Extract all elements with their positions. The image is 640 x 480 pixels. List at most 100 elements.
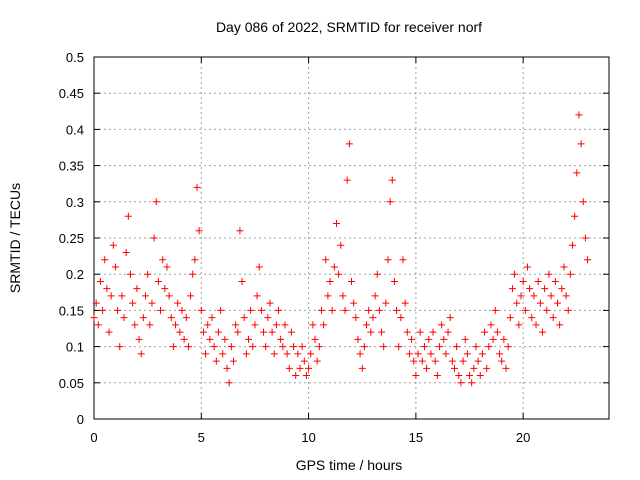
data-point xyxy=(569,241,577,249)
data-point xyxy=(461,335,469,343)
data-point xyxy=(532,321,540,329)
data-point xyxy=(238,277,246,285)
data-point xyxy=(326,277,334,285)
data-point xyxy=(350,299,358,307)
data-point xyxy=(534,277,542,285)
data-point xyxy=(556,321,564,329)
data-point xyxy=(315,343,323,351)
data-point xyxy=(549,314,557,322)
data-point xyxy=(317,306,325,314)
data-point xyxy=(513,299,521,307)
chart-title: Day 086 of 2022, SRMTID for receiver nor… xyxy=(216,19,482,35)
data-point xyxy=(438,321,446,329)
data-point xyxy=(515,321,523,329)
grid-lines xyxy=(94,57,609,419)
data-point xyxy=(260,328,268,336)
data-point xyxy=(285,364,293,372)
data-point xyxy=(157,306,165,314)
data-point xyxy=(579,198,587,206)
y-tick-label: 0.5 xyxy=(66,50,84,65)
data-point xyxy=(395,343,403,351)
data-point xyxy=(221,335,229,343)
data-point xyxy=(489,335,497,343)
data-point xyxy=(137,350,145,358)
data-point xyxy=(519,277,527,285)
data-point xyxy=(356,350,364,358)
data-point xyxy=(182,314,190,322)
data-point xyxy=(468,379,476,387)
data-point xyxy=(442,350,450,358)
data-point xyxy=(386,198,394,206)
data-point xyxy=(382,299,390,307)
data-point xyxy=(423,364,431,372)
data-point xyxy=(193,183,201,191)
x-tick-label: 15 xyxy=(409,430,423,445)
data-point xyxy=(530,292,538,300)
y-tick-label: 0.05 xyxy=(59,376,84,391)
data-point xyxy=(264,314,272,322)
data-point xyxy=(500,335,508,343)
data-point xyxy=(446,314,454,322)
data-point xyxy=(223,364,231,372)
data-point xyxy=(296,364,304,372)
data-point xyxy=(517,292,525,300)
data-point xyxy=(266,299,274,307)
data-point xyxy=(174,299,182,307)
data-point xyxy=(251,321,259,329)
y-tick-label: 0 xyxy=(77,412,84,427)
data-point xyxy=(294,350,302,358)
y-tick-label: 0.4 xyxy=(66,122,84,137)
data-point xyxy=(126,270,134,278)
data-point xyxy=(212,357,220,365)
x-tick-label: 20 xyxy=(516,430,530,445)
data-point xyxy=(504,343,512,351)
y-axis-label: SRMTID / TECUs xyxy=(7,183,23,293)
data-point xyxy=(523,263,531,271)
data-point xyxy=(564,306,572,314)
data-point xyxy=(478,350,486,358)
data-point xyxy=(506,314,514,322)
x-tick-label: 10 xyxy=(301,430,315,445)
data-point xyxy=(167,314,175,322)
data-point xyxy=(425,335,433,343)
data-point xyxy=(466,372,474,380)
data-point xyxy=(287,328,295,336)
data-point xyxy=(172,321,180,329)
data-point xyxy=(575,111,583,119)
data-point xyxy=(92,299,100,307)
data-point xyxy=(262,343,270,351)
data-point xyxy=(122,248,130,256)
data-point xyxy=(365,306,373,314)
x-tick-label: 0 xyxy=(90,430,97,445)
y-tick-label: 0.25 xyxy=(59,231,84,246)
y-tick-label: 0.3 xyxy=(66,195,84,210)
data-point xyxy=(545,270,553,278)
x-axis-label: GPS time / hours xyxy=(296,457,403,473)
data-point xyxy=(358,364,366,372)
data-point xyxy=(245,335,252,343)
data-point xyxy=(360,343,368,351)
data-point xyxy=(176,328,184,336)
y-tick-label: 0.35 xyxy=(59,159,84,174)
data-point xyxy=(390,277,398,285)
data-point xyxy=(309,321,317,329)
data-point xyxy=(114,306,122,314)
data-point xyxy=(255,263,263,271)
data-point xyxy=(378,328,386,336)
data-point xyxy=(543,306,551,314)
data-point xyxy=(219,350,227,358)
data-point xyxy=(332,220,340,228)
data-point xyxy=(195,227,203,235)
data-point xyxy=(521,306,529,314)
data-point xyxy=(302,372,310,380)
data-point xyxy=(184,343,192,351)
data-point xyxy=(393,306,401,314)
data-point xyxy=(133,285,141,293)
data-point xyxy=(451,364,458,372)
data-point xyxy=(154,277,162,285)
data-point xyxy=(577,140,585,148)
data-point xyxy=(144,270,152,278)
data-point xyxy=(384,256,392,264)
y-tick-label: 0.1 xyxy=(66,340,84,355)
data-point xyxy=(470,364,478,372)
